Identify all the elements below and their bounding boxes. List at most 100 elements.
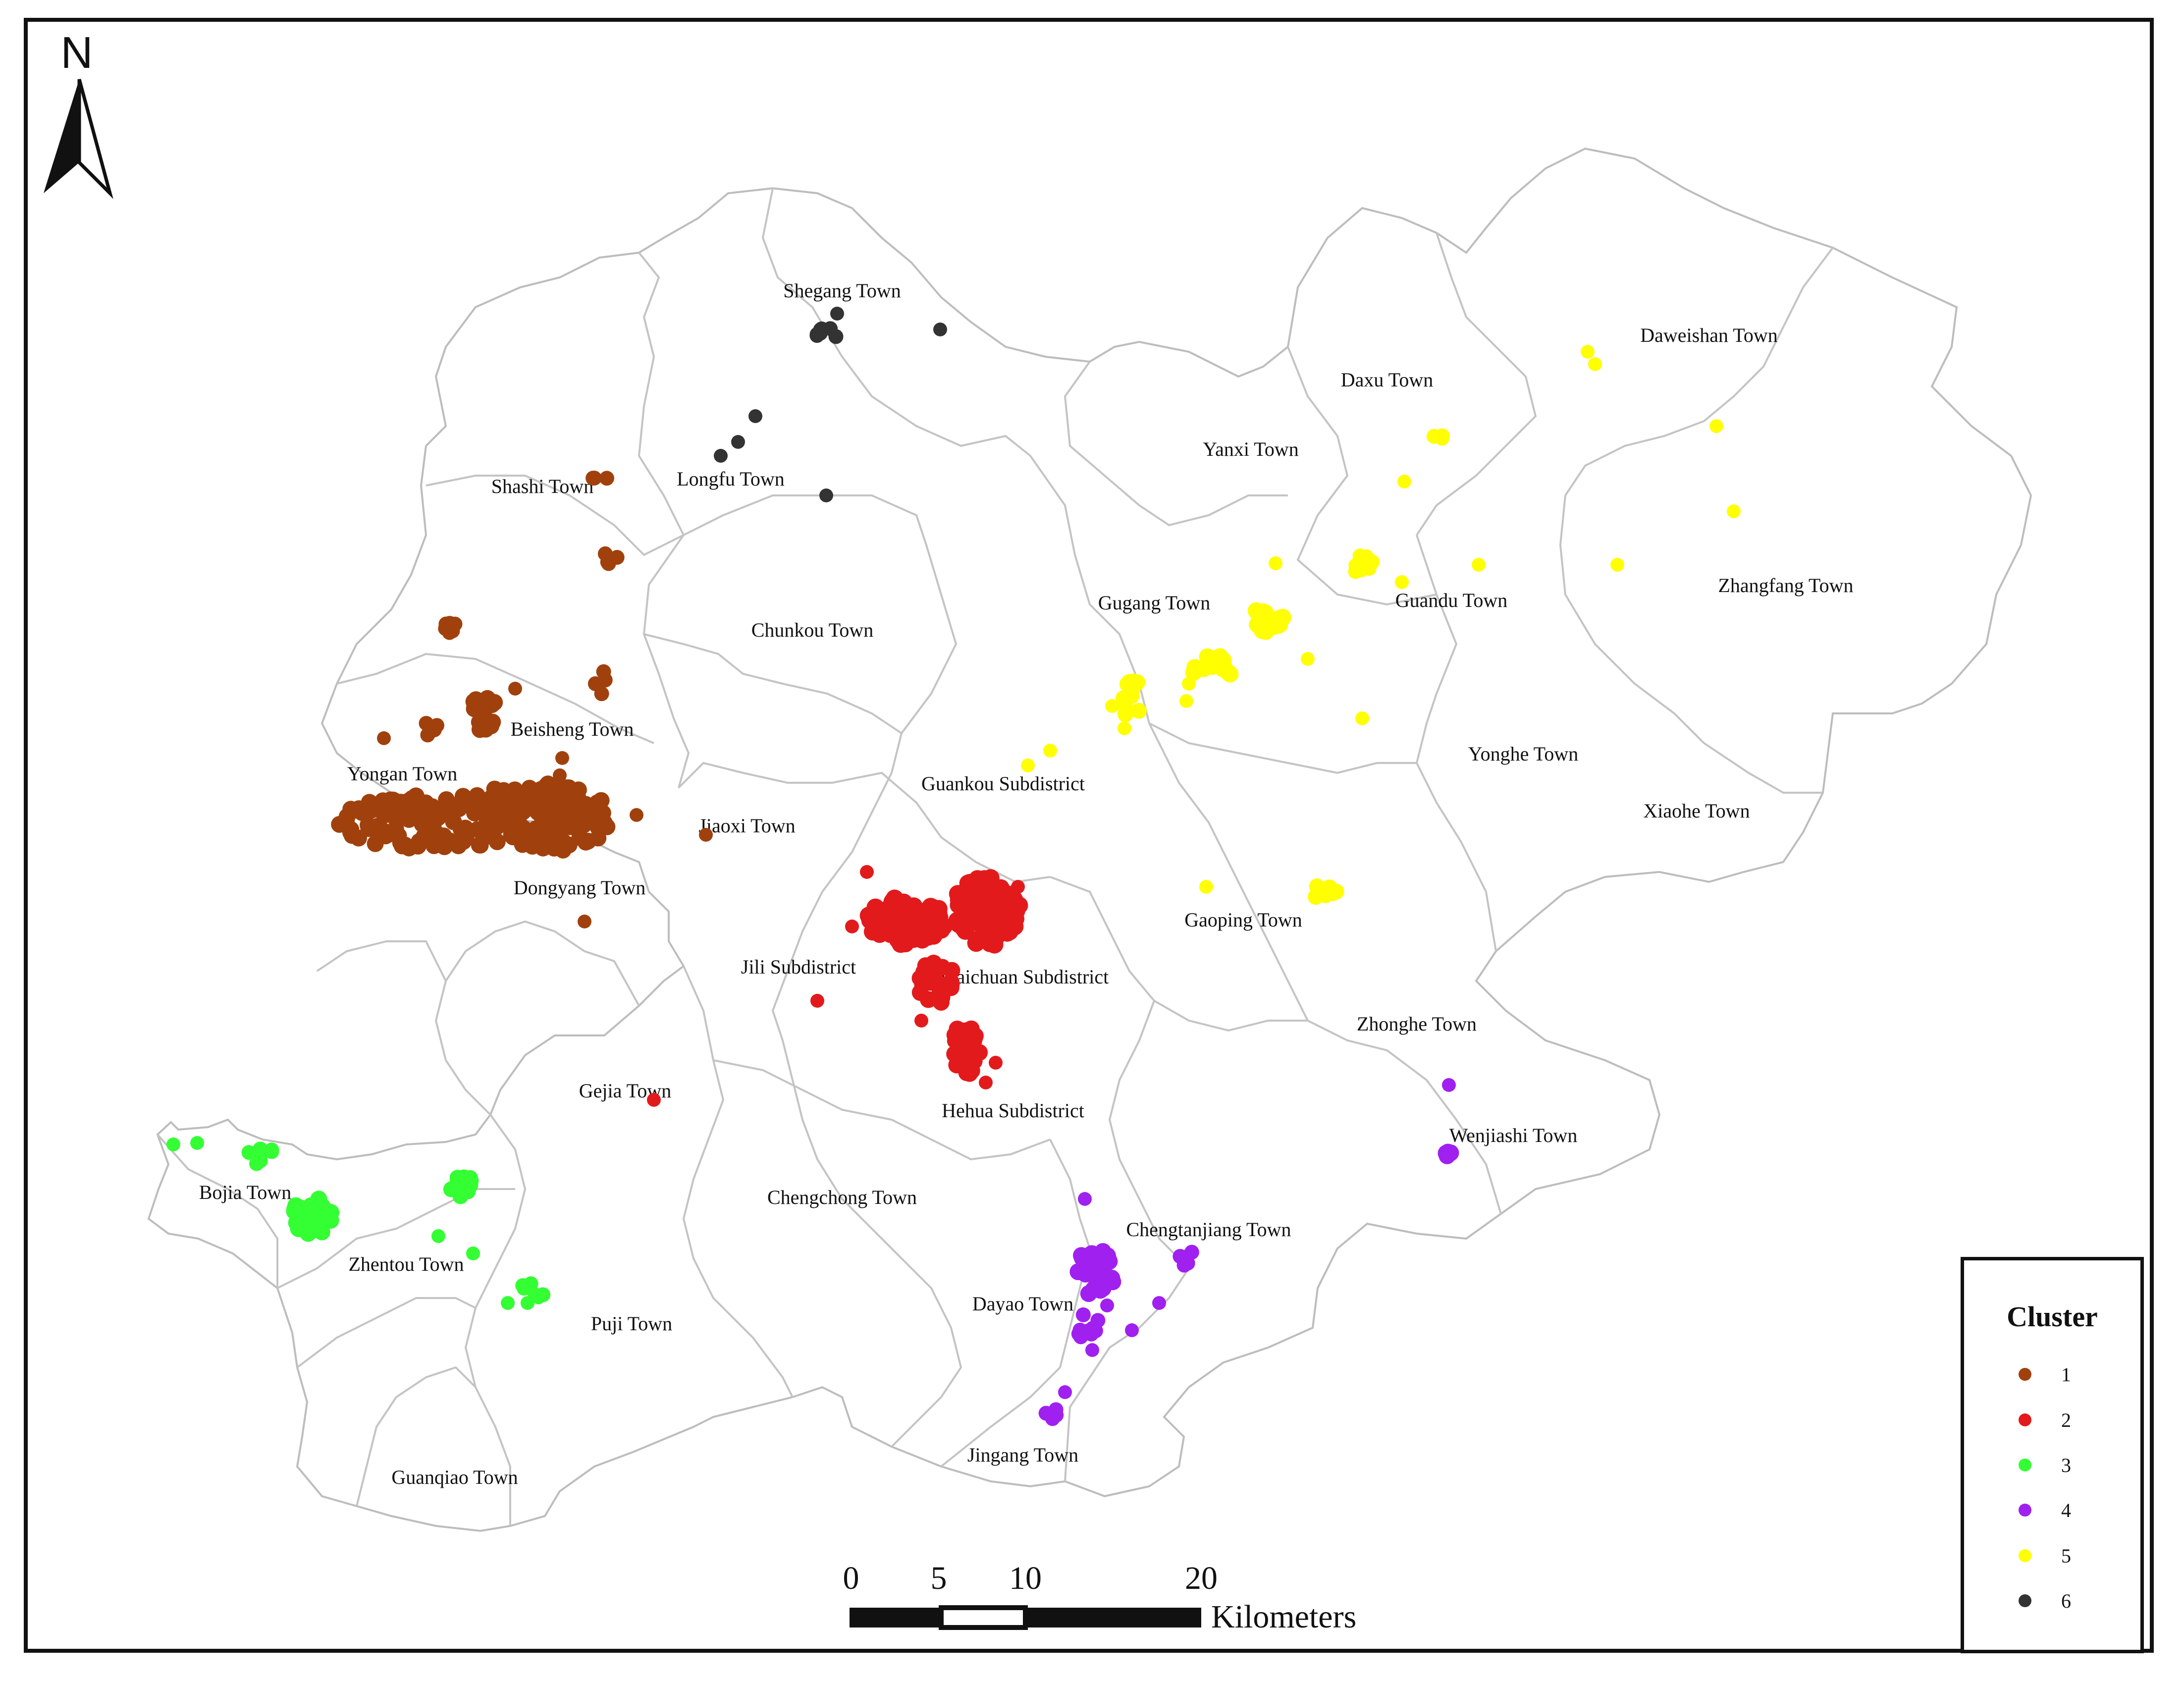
cluster-4-point [1075, 1307, 1091, 1322]
cluster-1-point [407, 787, 425, 805]
cluster-2-point [1005, 916, 1023, 934]
town-label-guanqiao: Guanqiao Town [391, 1466, 518, 1488]
cluster-5-point [1215, 651, 1231, 669]
cluster-4-point [1438, 1144, 1455, 1162]
cluster-1-point [342, 801, 360, 818]
town-label-jiaoxi: Jiaoxi Town [698, 814, 795, 837]
cluster-6-point [731, 435, 745, 449]
cluster-2-point [961, 1044, 978, 1062]
cluster-1-point [555, 751, 569, 765]
cluster-2-point [895, 903, 913, 922]
cluster-5-point [1727, 504, 1741, 518]
legend-item-3: 3 [2019, 1450, 2071, 1480]
cluster-4-point [1152, 1296, 1166, 1310]
cluster-3-point [166, 1138, 180, 1151]
cluster-1-point [699, 828, 713, 842]
cluster-2-point [861, 911, 879, 929]
cluster-5-point [1131, 703, 1147, 719]
cluster-1-point [524, 800, 541, 817]
cluster-3-point [521, 1296, 534, 1310]
cluster-3-point [466, 1247, 480, 1260]
scale-tick-5: 5 [931, 1560, 947, 1596]
cluster-5-point [1301, 652, 1315, 666]
cluster-1-point [475, 696, 492, 712]
town-label-xiaohe: Xiaohe Town [1643, 800, 1750, 822]
cluster-3-point [249, 1156, 264, 1171]
town-label-jili: Jili Subdistrict [741, 956, 856, 978]
cluster-1-point [438, 621, 453, 636]
legend-label: 4 [2061, 1499, 2071, 1521]
town-label-dongyang: Dongyang Town [514, 876, 645, 899]
cluster-1-point [400, 811, 418, 828]
town-label-jingang: Jingang Town [967, 1444, 1078, 1466]
cluster-2-point [954, 1028, 971, 1045]
cluster-1-point [508, 682, 522, 696]
town-label-beisheng: Beisheng Town [511, 718, 634, 740]
cluster-1-point [377, 731, 391, 745]
cluster-1-point [429, 809, 447, 826]
cluster-4-point [1079, 1252, 1096, 1270]
cluster-5-point [1199, 648, 1216, 665]
cluster-5-point [1588, 357, 1602, 371]
cluster-5-point [1270, 610, 1287, 627]
cluster-6-point [748, 409, 762, 423]
legend-swatch [2019, 1504, 2031, 1517]
cluster-1-point [599, 471, 614, 486]
cluster-5-point [1117, 706, 1133, 722]
town-label-shashi: Shashi Town [491, 475, 593, 497]
cluster-1-point [423, 824, 439, 841]
legend-swatch [2019, 1459, 2031, 1471]
cluster-5-point [1118, 721, 1131, 735]
cluster-1-point [597, 672, 613, 688]
cluster-2-point [920, 991, 937, 1008]
town-label-gaoping: Gaoping Town [1184, 909, 1302, 931]
town-label-daweishan: Daweishan Town [1640, 324, 1778, 346]
town-label-chunkou: Chunkou Town [751, 619, 873, 641]
cluster-4-point [1038, 1406, 1054, 1421]
cluster-2-point [955, 920, 973, 938]
cluster-3-point [310, 1191, 327, 1208]
town-label-shegang: Shegang Town [783, 279, 901, 302]
cluster-1-point [472, 836, 489, 854]
town-label-yonghe: Yonghe Town [1468, 743, 1578, 765]
cluster-2-point [985, 935, 1004, 954]
town-label-bojia: Bojia Town [199, 1181, 291, 1203]
cluster-1-point [429, 718, 444, 733]
cluster-5-point [1043, 744, 1057, 758]
cluster-5-point [1472, 558, 1486, 572]
cluster-5-point [1354, 562, 1369, 578]
cluster-5-point [1269, 556, 1282, 570]
cluster-1-point [364, 801, 381, 818]
cluster-2-point [943, 962, 960, 979]
cluster-1-point [592, 792, 610, 809]
cluster-5-point [1105, 699, 1119, 713]
legend-swatch [2019, 1549, 2031, 1562]
cluster-4-point [1184, 1245, 1199, 1260]
legend-title: Cluster [2007, 1301, 2098, 1333]
cluster-3-point [501, 1296, 515, 1310]
cluster-2-point [860, 865, 874, 879]
cluster-4-point [1078, 1192, 1092, 1206]
cluster-1-point [519, 823, 536, 841]
legend-label: 5 [2061, 1544, 2071, 1567]
legend-item-6: 6 [2019, 1586, 2071, 1616]
cluster-5-point [1116, 690, 1132, 706]
cluster-1-point [396, 836, 414, 854]
cluster-2-point [927, 916, 946, 934]
cluster-1-point [536, 832, 554, 849]
cluster-3-point [462, 1177, 479, 1193]
cluster-2-point [958, 1064, 975, 1082]
town-label-hehua: Hehua Subdistrict [942, 1099, 1084, 1122]
cluster-1-point [513, 790, 531, 807]
legend-label: 1 [2061, 1363, 2071, 1386]
cluster-2-point [810, 994, 824, 1008]
town-label-puji: Puji Town [591, 1312, 672, 1335]
cluster-1-point [420, 727, 435, 743]
cluster-5-point [1179, 694, 1193, 708]
cluster-2-point [922, 974, 940, 991]
cluster-2-point [950, 896, 968, 914]
legend-label: 3 [2061, 1454, 2071, 1476]
cluster-5-point [1397, 475, 1411, 488]
legend-item-4: 4 [2019, 1495, 2071, 1525]
